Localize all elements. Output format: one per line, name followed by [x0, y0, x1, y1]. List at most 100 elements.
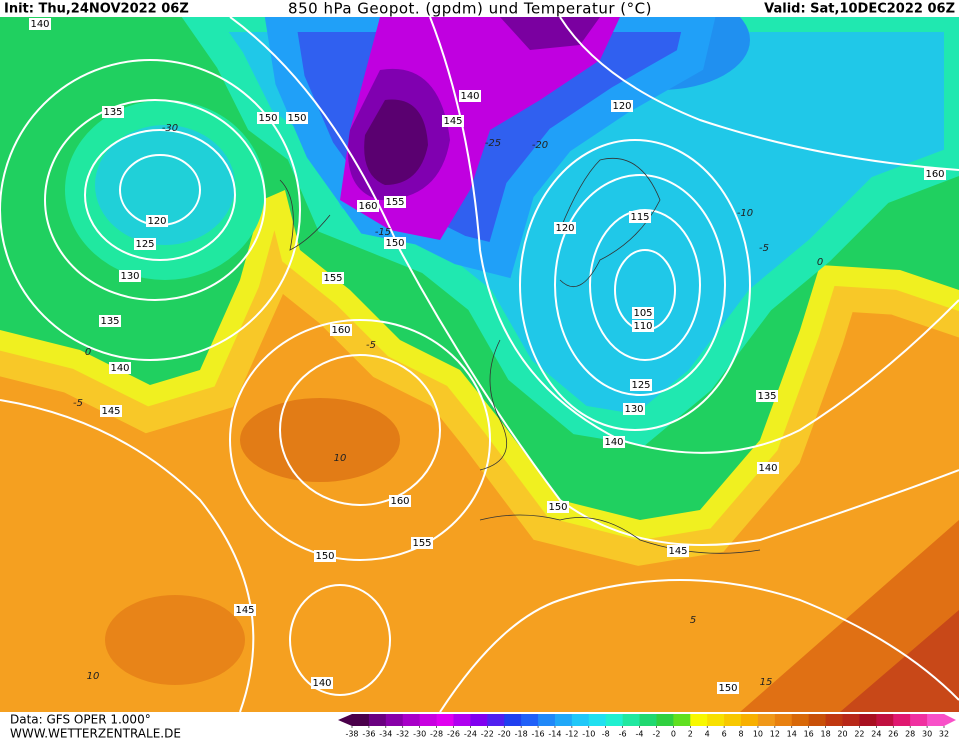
- temperature-label: 0: [85, 347, 91, 358]
- geopotential-label: 160: [358, 201, 377, 212]
- colorbar-label: 32: [939, 730, 949, 739]
- colorbar-label: -18: [515, 730, 528, 739]
- label-box: [99, 315, 121, 327]
- data-source: Data: GFS OPER 1.000°: [10, 713, 151, 727]
- temperature-label: 10: [334, 453, 347, 464]
- geopotential-label: 140: [460, 91, 479, 102]
- arctic-core: [364, 99, 428, 185]
- label-box: [257, 112, 279, 124]
- init-time: Init: Thu,24NOV2022 06Z: [4, 2, 189, 17]
- colorbar-label: 22: [854, 730, 864, 739]
- temperature-label: -25: [485, 138, 501, 149]
- arctic-core: [500, 17, 600, 50]
- label-box: [330, 324, 352, 336]
- colorbar-swatch: [690, 714, 708, 726]
- colorbar-swatch: [825, 714, 844, 726]
- colorbar-label: 12: [770, 730, 780, 739]
- colorbar-swatch: [876, 714, 894, 726]
- warm-core: [105, 595, 245, 685]
- geopotential-label: 145: [443, 116, 462, 127]
- coastline: [279, 179, 331, 251]
- geopotential-label: 160: [390, 496, 409, 507]
- colorbar-swatch: [419, 714, 438, 726]
- contour: [589, 209, 701, 361]
- label-box: [623, 403, 645, 415]
- colorbar-swatch: [385, 714, 404, 726]
- cyclone-cold: [95, 125, 235, 245]
- geopotential-label: 140: [604, 437, 623, 448]
- geopotential-label: 160: [925, 169, 944, 180]
- colorbar-label: 18: [821, 730, 831, 739]
- contour: [289, 584, 391, 696]
- label-box: [717, 682, 739, 694]
- contour: [229, 17, 959, 546]
- colorbar-swatch: [605, 714, 624, 726]
- colorbar-label: 24: [871, 730, 881, 739]
- geopotential-label: 125: [135, 239, 154, 250]
- colorbar-swatch: [893, 714, 911, 726]
- colorbar-label: -22: [481, 730, 494, 739]
- contour: [0, 399, 255, 712]
- geopotential-label: 160: [331, 325, 350, 336]
- colorbar-swatch: [622, 714, 641, 726]
- colorbar-label: -6: [619, 730, 627, 739]
- colorbar-swatch: [470, 714, 488, 726]
- colorbar-label: -24: [464, 730, 477, 739]
- colorbar-swatch: [571, 714, 590, 726]
- colorbar-label: 8: [738, 730, 743, 739]
- temperature-label: -30: [162, 123, 178, 134]
- geopotential-label: 150: [548, 502, 567, 513]
- label-box: [311, 677, 333, 689]
- label-box: [632, 320, 654, 332]
- colorbar-swatch: [656, 714, 674, 726]
- colorbar-label: -36: [362, 730, 375, 739]
- colorbar-label: -12: [565, 730, 578, 739]
- label-box: [554, 222, 576, 234]
- geopotential-contours: [0, 17, 959, 712]
- colorbar-swatch: [859, 714, 877, 726]
- label-box: [924, 168, 946, 180]
- colorbar-swatch: [808, 714, 827, 726]
- label-box: [29, 18, 51, 30]
- geopotential-label: 150: [258, 113, 277, 124]
- contour: [229, 319, 491, 561]
- geopotential-label: 155: [412, 538, 431, 549]
- colorbar-label: 4: [705, 730, 710, 739]
- contour: [0, 59, 301, 361]
- geopotential-label: 140: [30, 19, 49, 30]
- geopotential-label: 135: [100, 316, 119, 327]
- label-box: [384, 196, 406, 208]
- colorbar-swatch: [639, 714, 657, 726]
- label-box: [102, 106, 124, 118]
- temperature-label: 10: [87, 671, 100, 682]
- temperature-label: -5: [73, 398, 83, 409]
- temperature-field: [0, 17, 959, 712]
- geopotential-label: 150: [315, 551, 334, 562]
- geopotential-label: 150: [718, 683, 737, 694]
- geopotential-label: 135: [757, 391, 776, 402]
- colorbar-swatch: [927, 714, 945, 726]
- label-box: [357, 200, 379, 212]
- geopotential-label: 115: [630, 212, 649, 223]
- contour: [519, 139, 751, 431]
- geopotential-label: 140: [110, 363, 129, 374]
- colorbar: -38 -36 -34 -32 -30 -28 -26 -24 -22 -20 -18 -16 -14-…: [338, 714, 956, 739]
- colorbar-swatch: [842, 714, 860, 726]
- colorbar-swatch: [791, 714, 810, 726]
- label-box: [322, 272, 344, 284]
- colorbar-swatch: [588, 714, 607, 726]
- temperature-label: -5: [366, 340, 376, 351]
- coastline: [479, 339, 508, 471]
- colorbar-label: 14: [787, 730, 797, 739]
- colorbar-swatch: [741, 714, 759, 726]
- geopotential-label: 140: [758, 463, 777, 474]
- colorbar-label: -32: [396, 730, 409, 739]
- contour: [559, 17, 959, 171]
- temperature-label: -15: [375, 227, 391, 238]
- colorbar-swatch: [368, 714, 387, 726]
- colorbar-label: 6: [722, 730, 727, 739]
- label-box: [411, 537, 433, 549]
- temperature-label: -20: [532, 140, 548, 151]
